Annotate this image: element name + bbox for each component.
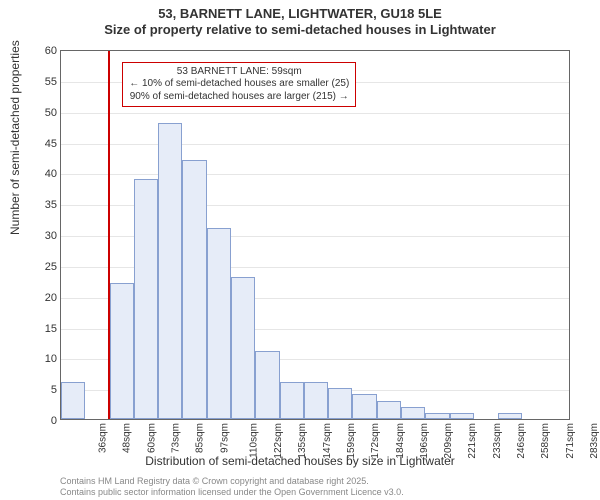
x-tick-label: 73sqm	[171, 423, 182, 453]
chart-title-block: 53, BARNETT LANE, LIGHTWATER, GU18 5LE S…	[0, 0, 600, 37]
histogram-bar	[182, 160, 206, 419]
histogram-bar	[328, 388, 352, 419]
y-tick-label: 45	[29, 138, 57, 150]
chart-title: 53, BARNETT LANE, LIGHTWATER, GU18 5LE	[0, 6, 600, 21]
gridline-h	[61, 174, 569, 175]
y-tick-label: 15	[29, 323, 57, 335]
histogram-bar	[255, 351, 279, 419]
histogram-bar	[61, 382, 85, 419]
annotation-line: 90% of semi-detached houses are larger (…	[129, 91, 349, 104]
chart-subtitle: Size of property relative to semi-detach…	[0, 22, 600, 37]
histogram-bar	[498, 413, 522, 419]
y-tick-label: 0	[29, 415, 57, 427]
annotation-line: 53 BARNETT LANE: 59sqm	[129, 66, 349, 79]
histogram-bar	[450, 413, 474, 419]
histogram-bar	[425, 413, 449, 419]
histogram-bar	[158, 123, 182, 419]
histogram-bar	[207, 228, 231, 419]
x-tick-label: 48sqm	[122, 423, 133, 453]
histogram-bar	[134, 179, 158, 420]
footer-attribution: Contains HM Land Registry data © Crown c…	[60, 476, 404, 498]
y-tick-label: 55	[29, 76, 57, 88]
gridline-h	[61, 144, 569, 145]
y-tick-label: 10	[29, 353, 57, 365]
x-tick-label: 97sqm	[219, 423, 230, 453]
histogram-bar	[304, 382, 328, 419]
chart-plot-area: 05101520253035404550556036sqm48sqm60sqm7…	[60, 50, 570, 420]
y-tick-label: 60	[29, 45, 57, 57]
annotation-box: 53 BARNETT LANE: 59sqm← 10% of semi-deta…	[122, 62, 356, 108]
histogram-bar	[110, 283, 134, 419]
x-tick-label: 36sqm	[98, 423, 109, 453]
x-tick-label: 60sqm	[146, 423, 157, 453]
histogram-bar	[231, 277, 255, 419]
annotation-line: ← 10% of semi-detached houses are smalle…	[129, 78, 349, 91]
y-tick-label: 50	[29, 107, 57, 119]
gridline-h	[61, 113, 569, 114]
y-axis-label: Number of semi-detached properties	[8, 40, 22, 235]
y-tick-label: 20	[29, 292, 57, 304]
y-tick-label: 30	[29, 230, 57, 242]
x-tick-label: 85sqm	[195, 423, 206, 453]
histogram-bar	[280, 382, 304, 419]
y-tick-label: 5	[29, 384, 57, 396]
y-tick-label: 40	[29, 168, 57, 180]
footer-line-2: Contains public sector information licen…	[60, 487, 404, 498]
reference-line	[108, 51, 110, 419]
histogram-bar	[401, 407, 425, 419]
histogram-bar	[377, 401, 401, 420]
y-tick-label: 35	[29, 199, 57, 211]
y-tick-label: 25	[29, 261, 57, 273]
x-tick-label: 110sqm	[248, 423, 259, 458]
x-axis-label: Distribution of semi-detached houses by …	[0, 454, 600, 468]
footer-line-1: Contains HM Land Registry data © Crown c…	[60, 476, 404, 487]
histogram-bar	[352, 394, 376, 419]
